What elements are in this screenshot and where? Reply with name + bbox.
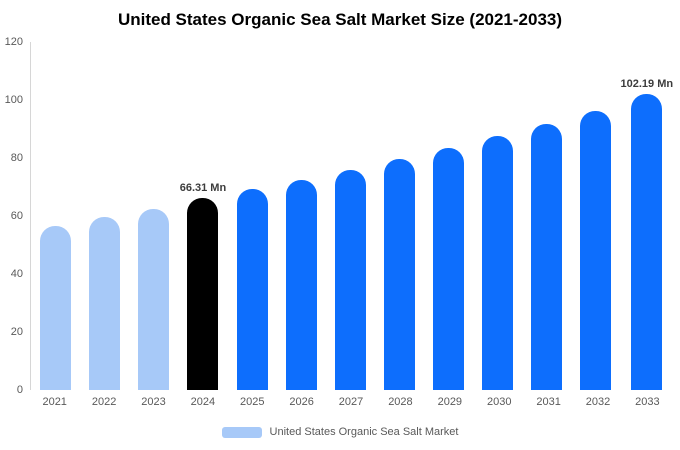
y-axis-tick-label: 100 [4,94,23,106]
y-axis-tick-label: 120 [4,36,23,48]
bar-column [326,42,375,390]
bar-column [522,42,571,390]
chart-title: United States Organic Sea Salt Market Si… [117,10,563,29]
bar-2033 [631,93,663,390]
bar-2026 [285,180,317,390]
x-axis: 2021 2022 2023 2024 2025 2026 2027 2028 2029 2030… [30,396,672,408]
bar-2029 [433,147,465,390]
bar-column [375,42,424,390]
bar-column: 66.31 Mn [178,42,227,390]
x-axis-label: 2032 [585,396,611,408]
bar-2023 [138,209,170,390]
x-axis-label: 2033 [635,396,660,408]
y-axis: 0 20 40 60 80 100 120 [0,36,26,396]
y-axis-tick-label: 40 [10,268,23,280]
legend[interactable]: United States Organic Sea Salt Market [0,426,680,438]
bar-column [80,42,129,390]
bar-column [228,42,277,390]
x-axis-label: 2031 [536,396,561,408]
x-axis-label: 2030 [486,396,512,408]
bar-2021 [40,226,72,390]
bar-column [571,42,620,390]
legend-label: United States Organic Sea Salt Market [269,426,459,438]
x-axis-label: 2026 [289,396,314,408]
bar-column [129,42,178,390]
x-axis-label: 2023 [141,396,166,408]
x-axis-label: 2025 [240,396,265,408]
bar-2028 [383,158,415,390]
bar-column [31,42,80,390]
x-axis-label: 2021 [42,396,67,408]
bar-column [424,42,473,390]
y-axis-tick-label: 0 [16,384,23,396]
y-axis-tick-label: 20 [10,326,23,338]
y-axis-tick-label: 60 [10,210,23,222]
plot-area: 66.31 Mn 102.19 Mn [30,42,673,390]
x-axis-label: 2027 [338,396,364,408]
x-axis-label: 2022 [91,396,117,408]
bar-2032 [580,110,612,390]
bar-column: 102.19 Mn [620,42,674,390]
x-axis-label: 2024 [190,396,216,408]
bar-2025 [236,189,268,390]
bar-2024 [187,197,219,390]
bar-2030 [482,136,514,390]
bar-2031 [531,124,563,390]
bar-column [277,42,326,390]
bar-value-label: 66.31 Mn [179,181,227,194]
bar-column [473,42,522,390]
legend-swatch [221,426,262,438]
x-axis-label: 2028 [388,396,413,408]
bar-2022 [89,217,121,390]
bar-value-label: 102.19 Mn [620,77,674,90]
x-axis-label: 2029 [437,396,463,408]
y-axis-tick-label: 80 [10,152,23,164]
bar-2027 [334,170,366,390]
